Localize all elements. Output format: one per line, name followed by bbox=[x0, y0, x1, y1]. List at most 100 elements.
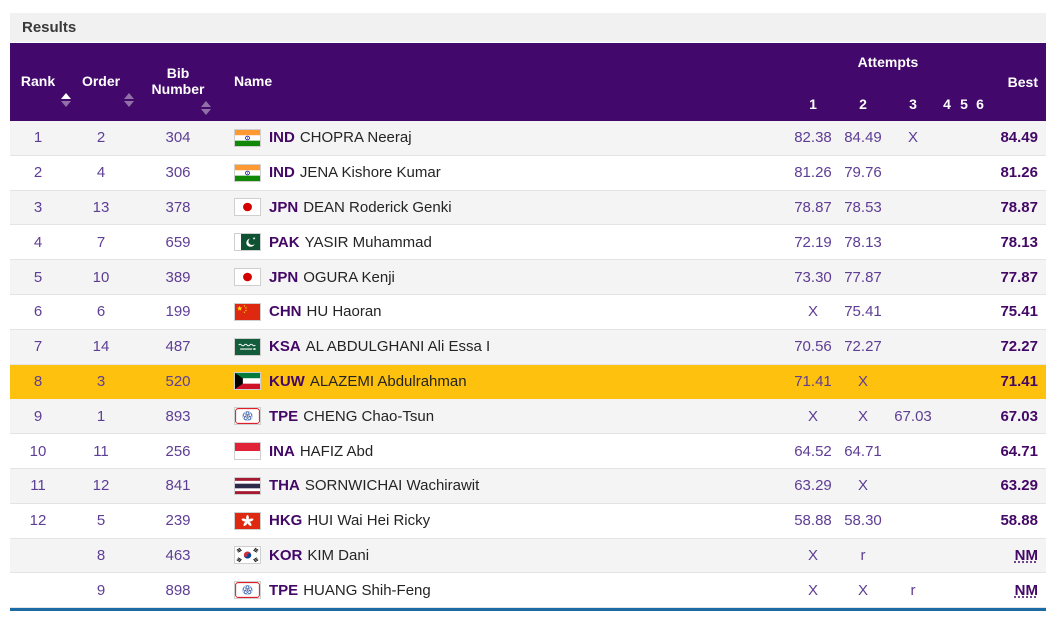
attempt-2-cell: 78.53 bbox=[844, 198, 882, 216]
attempt-1-cell: X bbox=[807, 407, 818, 425]
best-cell: 81.26 bbox=[1000, 164, 1038, 182]
header-rank-label: Rank bbox=[20, 73, 56, 89]
attempt-1-cell: 63.29 bbox=[794, 477, 832, 495]
attempt-1-cell: 73.30 bbox=[794, 268, 832, 286]
attempt-2-cell: 72.27 bbox=[844, 338, 882, 356]
country-code: TPE bbox=[269, 407, 299, 425]
sort-bib-arrows-icon[interactable] bbox=[201, 101, 211, 115]
bib-cell: 304 bbox=[165, 129, 191, 147]
athlete-name: AL ABDULGHANI Ali Essa I bbox=[305, 338, 491, 356]
attempt-3-cell: X bbox=[907, 129, 918, 147]
attempt-2-cell: 79.76 bbox=[844, 164, 882, 182]
attempt-1-cell: 58.88 bbox=[794, 512, 832, 530]
attempt-1-cell: 70.56 bbox=[794, 338, 832, 356]
table-row[interactable]: 10 11 256 INA HAFIZ Abd 64.52 64.71 64.7… bbox=[10, 434, 1046, 469]
attempt-1-cell: X bbox=[807, 581, 818, 599]
table-row[interactable]: 8 3 520 KUW ALAZEMI Abdulrahman 71.41 X … bbox=[10, 364, 1046, 400]
order-cell: 11 bbox=[93, 442, 109, 460]
best-cell: 72.27 bbox=[1000, 338, 1038, 356]
athlete-cell: IND JENA Kishore Kumar bbox=[220, 163, 788, 182]
athlete-cell: HKG HUI Wai Hei Ricky bbox=[220, 511, 788, 530]
page-title: Results bbox=[22, 19, 77, 36]
athlete-cell: INA HAFIZ Abd bbox=[220, 442, 788, 461]
header-bib-label: Bib Number bbox=[151, 65, 205, 97]
table-body: 1 2 304 IND CHOPRA Neeraj 82.38 84.49 X … bbox=[10, 121, 1046, 609]
bib-cell: 898 bbox=[165, 581, 191, 599]
table-row[interactable]: 9 898 TPE HUANG Shih-Feng X X r NM bbox=[10, 573, 1046, 609]
rank-cell: 12 bbox=[29, 512, 47, 530]
bib-cell: 841 bbox=[165, 477, 191, 495]
athlete-name: CHOPRA Neeraj bbox=[299, 129, 412, 147]
best-cell[interactable]: NM bbox=[1014, 546, 1038, 564]
flag-ksa-icon bbox=[234, 337, 261, 356]
athlete-cell: JPN DEAN Roderick Genki bbox=[220, 198, 788, 217]
bib-cell: 306 bbox=[165, 164, 191, 182]
country-code: IND bbox=[269, 129, 295, 147]
athlete-cell: KOR KIM Dani bbox=[220, 546, 788, 565]
rank-cell: 6 bbox=[33, 303, 43, 321]
rank-cell: 5 bbox=[33, 268, 43, 286]
best-cell: 77.87 bbox=[1000, 268, 1038, 286]
athlete-name: KIM Dani bbox=[307, 546, 370, 564]
table-row[interactable]: 12 5 239 HKG HUI Wai Hei Ricky 58.88 58.… bbox=[10, 503, 1046, 539]
athlete-cell: KUW ALAZEMI Abdulrahman bbox=[220, 372, 788, 391]
flag-kuw-icon bbox=[234, 372, 261, 391]
best-cell[interactable]: NM bbox=[1014, 581, 1038, 599]
bib-cell: 520 bbox=[165, 372, 191, 390]
athlete-name: DEAN Roderick Genki bbox=[303, 198, 452, 216]
header-attempt-2: 2 bbox=[859, 96, 867, 112]
attempt-1-cell: X bbox=[807, 546, 818, 564]
header-best-label: Best bbox=[1007, 74, 1038, 90]
attempt-1-cell: 72.19 bbox=[794, 233, 832, 251]
bib-cell: 463 bbox=[165, 546, 191, 564]
header-attempt-1: 1 bbox=[809, 96, 817, 112]
best-cell: 75.41 bbox=[1000, 303, 1038, 321]
attempt-2-cell: 75.41 bbox=[844, 303, 882, 321]
athlete-cell: KSA AL ABDULGHANI Ali Essa I bbox=[220, 337, 788, 356]
bib-cell: 256 bbox=[165, 442, 191, 460]
attempt-2-cell: X bbox=[857, 477, 868, 495]
rank-cell: 4 bbox=[33, 233, 43, 251]
rank-cell: 1 bbox=[33, 129, 43, 147]
rank-cell: 10 bbox=[29, 442, 47, 460]
table-row[interactable]: 11 12 841 THA SORNWICHAI Wachirawit 63.2… bbox=[10, 468, 1046, 504]
country-code: JPN bbox=[269, 268, 299, 286]
best-cell: 78.87 bbox=[1000, 198, 1038, 216]
athlete-cell: JPN OGURA Kenji bbox=[220, 268, 788, 287]
attempt-2-cell: X bbox=[857, 372, 868, 390]
best-cell: 58.88 bbox=[1000, 512, 1038, 530]
order-cell: 2 bbox=[96, 129, 106, 147]
rank-cell: 11 bbox=[30, 477, 46, 495]
table-row[interactable]: 2 4 306 IND JENA Kishore Kumar 81.26 79.… bbox=[10, 155, 1046, 191]
table-row[interactable]: 1 2 304 IND CHOPRA Neeraj 82.38 84.49 X … bbox=[10, 121, 1046, 156]
table-row[interactable]: 7 14 487 KSA AL ABDULGHANI Ali Essa I 70… bbox=[10, 329, 1046, 365]
athlete-name: HUI Wai Hei Ricky bbox=[307, 512, 431, 530]
flag-jpn-icon bbox=[234, 268, 261, 287]
country-code: IND bbox=[269, 164, 295, 182]
bib-cell: 893 bbox=[165, 407, 191, 425]
attempt-2-cell: X bbox=[857, 407, 868, 425]
table-row[interactable]: 3 13 378 JPN DEAN Roderick Genki 78.87 7… bbox=[10, 190, 1046, 226]
flag-tpe-icon bbox=[234, 581, 261, 600]
header-attempt-6: 6 bbox=[976, 96, 984, 112]
table-row[interactable]: 6 6 199 CHN HU Haoran X 75.41 75.41 bbox=[10, 294, 1046, 330]
attempt-2-cell: 77.87 bbox=[844, 268, 882, 286]
sort-order-arrows-icon[interactable] bbox=[124, 93, 134, 107]
flag-pak-icon bbox=[234, 233, 261, 252]
sort-rank-arrows-icon[interactable] bbox=[61, 93, 71, 107]
country-code: KOR bbox=[269, 546, 303, 564]
bib-cell: 378 bbox=[165, 198, 191, 216]
country-code: JPN bbox=[269, 198, 299, 216]
order-cell: 12 bbox=[92, 477, 110, 495]
attempt-3-cell: 67.03 bbox=[894, 407, 932, 425]
flag-chn-icon bbox=[234, 302, 261, 321]
country-code: THA bbox=[269, 477, 300, 495]
table-row[interactable]: 4 7 659 PAK YASIR Muhammad 72.19 78.13 7… bbox=[10, 225, 1046, 261]
order-cell: 5 bbox=[96, 512, 106, 530]
table-row[interactable]: 8 463 KOR KIM Dani X r NM bbox=[10, 538, 1046, 574]
table-row[interactable]: 9 1 893 TPE CHENG Chao-Tsun X X 67.03 67… bbox=[10, 399, 1046, 435]
order-cell: 1 bbox=[96, 407, 106, 425]
order-cell: 10 bbox=[92, 268, 110, 286]
athlete-name: JENA Kishore Kumar bbox=[299, 164, 441, 182]
table-row[interactable]: 5 10 389 JPN OGURA Kenji 73.30 77.87 77.… bbox=[10, 260, 1046, 295]
